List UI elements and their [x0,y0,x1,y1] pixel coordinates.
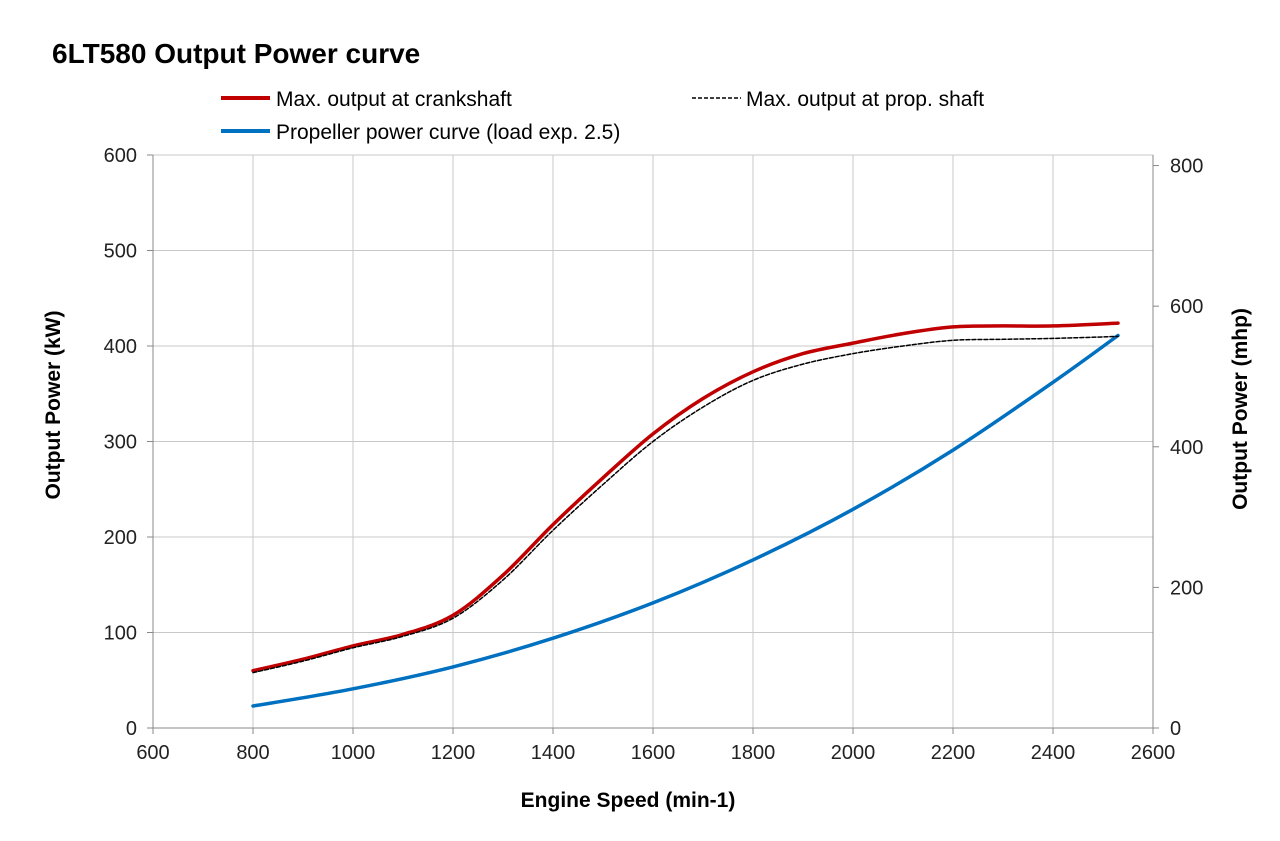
chart-title: 6LT580 Output Power curve [52,38,420,69]
y2-tick-label: 600 [1170,296,1203,318]
x-tick-label: 600 [136,742,169,764]
x-tick-label: 2400 [1031,742,1076,764]
legend-label-crankshaft: Max. output at crankshaft [276,88,512,111]
x-tick-label: 2600 [1131,742,1176,764]
y2-tick-label: 800 [1170,156,1203,178]
y-axis-label: Output Power (kW) [42,311,65,500]
y-tick-label: 200 [104,527,137,549]
series-line-prop-shaft [252,335,1119,674]
x-tick-label: 1200 [431,742,476,764]
x-tick-label: 2200 [931,742,976,764]
y-tick-label: 600 [104,145,137,167]
gridlines [153,154,1153,728]
legend-label-propeller-curve: Propeller power curve (load exp. 2.5) [276,121,620,144]
y2-tick-label: 400 [1170,437,1203,459]
y-tick-label: 500 [104,241,137,263]
x-tick-label: 1800 [731,742,776,764]
axes: 600 800 1000 1200 1400 1600 1800 2000 2200 2400 26… [104,145,1204,764]
y2-axis-label: Output Power (mhp) [1229,308,1252,510]
series-lines [251,321,1120,708]
legend: Max. output at crankshaft Max. output at… [221,88,984,144]
x-tick-label: 1000 [331,742,376,764]
x-tick-label: 800 [236,742,269,764]
y2-tick-label: 200 [1170,577,1203,599]
series-line-crankshaft [251,321,1120,673]
x-tick-label: 1600 [631,742,676,764]
x-axis-label: Engine Speed (min-1) [521,789,736,812]
series-line-propeller-curve [251,333,1120,708]
y-tick-label: 100 [104,623,137,645]
x-tick-label: 1400 [531,742,576,764]
legend-label-prop-shaft: Max. output at prop. shaft [746,88,984,111]
y-tick-label: 400 [104,336,137,358]
x-tick-label: 2000 [831,742,876,764]
y-tick-label: 300 [104,432,137,454]
y-tick-label: 0 [126,718,137,740]
y2-tick-label: 0 [1170,718,1181,740]
